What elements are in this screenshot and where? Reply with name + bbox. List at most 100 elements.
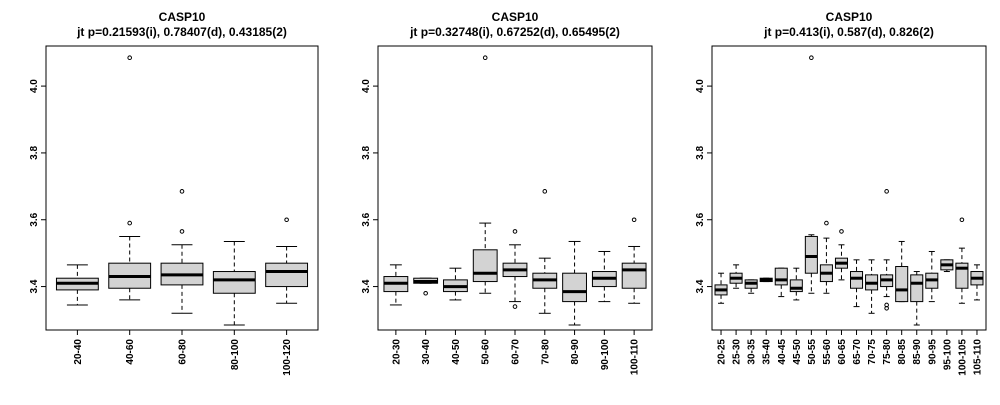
box-90-95 (925, 250, 939, 303)
box-40-45 (774, 267, 788, 298)
iqr-box (910, 274, 924, 303)
x-tick-label: 75-80 (882, 339, 893, 365)
box-60-70 (502, 229, 528, 309)
outlier-point (884, 302, 889, 308)
box-50-55 (804, 55, 818, 294)
chart-title: CASP10 (826, 10, 873, 24)
chart-subtitle: jt p=0.413(i), 0.587(d), 0.826(2) (763, 25, 934, 39)
x-tick-label: 40-50 (451, 339, 462, 365)
x-tick-label: 95-100 (942, 339, 953, 371)
x-tick-label: 90-100 (600, 339, 611, 371)
y-tick-label: 3.4 (695, 279, 706, 293)
box-20-25 (714, 272, 728, 304)
iqr-box (562, 272, 587, 303)
iqr-box (804, 235, 818, 274)
x-tick-label: 100-110 (630, 339, 641, 376)
box-80-85 (895, 240, 909, 303)
x-tick-label: 20-25 (717, 339, 728, 365)
box-100-105 (955, 217, 969, 304)
box-100-120 (265, 217, 309, 304)
outlier-point (809, 55, 814, 60)
box-80-100 (212, 240, 256, 326)
plot-frame (711, 45, 987, 331)
outlier-point (959, 217, 965, 223)
box-60-80 (160, 189, 204, 314)
outlier-point (884, 189, 889, 194)
box-45-50 (789, 267, 803, 301)
x-tick-label: 60-65 (837, 339, 848, 365)
outlier-point (423, 290, 428, 296)
outlier-point (512, 304, 518, 309)
iqr-box (472, 249, 498, 283)
outlier-point (127, 55, 132, 60)
x-tick-label: 20-40 (73, 339, 84, 365)
box-60-65 (834, 229, 848, 281)
box-65-70 (850, 259, 864, 308)
y-tick-label: 3.4 (361, 279, 372, 293)
box-35-40 (759, 277, 773, 283)
x-tick-label: 40-60 (125, 339, 136, 365)
outlier-point (839, 229, 844, 234)
y-tick-label: 3.4 (29, 279, 40, 293)
x-tick-label: 50-60 (481, 339, 492, 365)
x-tick-label: 100-120 (282, 339, 293, 376)
box-85-90 (910, 271, 924, 326)
box-50-60 (472, 55, 498, 294)
box-100-110 (621, 217, 647, 304)
box-40-50 (443, 267, 468, 301)
x-tick-label: 50-55 (807, 339, 818, 365)
x-tick-label: 100-105 (957, 339, 968, 376)
box-30-40 (413, 277, 439, 296)
x-tick-label: 65-70 (852, 339, 863, 365)
box-70-75 (865, 259, 879, 314)
outlier-point (542, 189, 548, 194)
y-tick-label: 3.6 (361, 212, 372, 226)
box-70-80 (532, 189, 558, 314)
outlier-point (284, 217, 289, 223)
chart-title: CASP10 (492, 10, 539, 24)
iqr-box (774, 267, 788, 286)
x-tick-label: 90-95 (927, 339, 938, 365)
box-90-100 (591, 250, 617, 303)
iqr-box (621, 262, 647, 289)
box-20-40 (55, 264, 99, 306)
x-tick-label: 40-45 (777, 339, 788, 365)
x-tick-label: 70-75 (867, 339, 878, 365)
box-20-30 (383, 264, 409, 306)
iqr-box (212, 271, 256, 294)
chart-subtitle: jt p=0.32748(i), 0.67252(d), 0.65495(2) (409, 25, 620, 39)
x-tick-label: 25-30 (732, 339, 743, 365)
outlier-point (824, 220, 829, 226)
x-tick-label: 30-35 (747, 339, 758, 365)
box-95-100 (940, 259, 954, 273)
y-tick-label: 3.8 (361, 146, 372, 160)
outlier-point (179, 229, 185, 234)
y-tick-label: 3.6 (695, 212, 706, 226)
x-tick-label: 60-70 (511, 339, 522, 365)
x-tick-label: 45-50 (792, 339, 803, 365)
x-tick-label: 20-30 (391, 339, 402, 365)
outlier-point (127, 220, 132, 226)
box-30-35 (744, 279, 758, 294)
x-tick-label: 80-85 (897, 339, 908, 365)
box-105-110 (970, 264, 984, 301)
iqr-box (789, 279, 803, 293)
chart-subtitle: jt p=0.21593(i), 0.78407(d), 0.43185(2) (76, 25, 287, 39)
y-tick-label: 4.0 (29, 79, 40, 93)
y-tick-label: 4.0 (695, 79, 706, 93)
outlier-point (482, 55, 488, 60)
y-tick-label: 3.6 (29, 212, 40, 226)
outlier-point (179, 189, 185, 194)
x-tick-label: 55-60 (822, 339, 833, 365)
iqr-box (895, 266, 909, 303)
x-tick-label: 35-40 (762, 339, 773, 365)
x-tick-label: 105-110 (972, 339, 983, 376)
y-tick-label: 4.0 (361, 79, 372, 93)
x-tick-label: 30-40 (421, 339, 432, 365)
x-tick-label: 60-80 (178, 339, 189, 365)
